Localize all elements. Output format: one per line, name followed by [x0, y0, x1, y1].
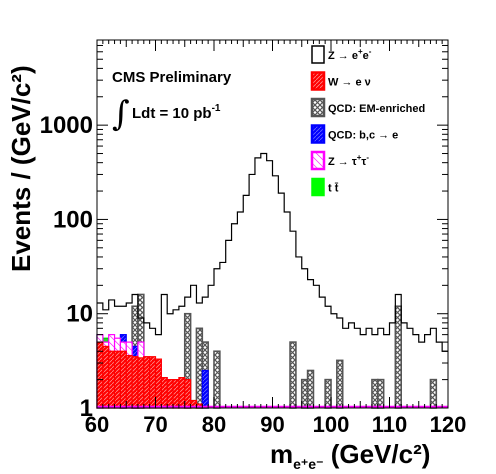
- legend-label: t t̄: [328, 183, 339, 195]
- bar-w-e-2: [108, 350, 116, 409]
- legend-swatch: [310, 124, 326, 144]
- y-tick-label: 100: [53, 206, 93, 233]
- x-tick-label: 60: [85, 412, 109, 437]
- x-axis-label: me⁺e⁻ (GeV/c²): [270, 439, 430, 472]
- legend-item: W → e ν: [310, 71, 371, 91]
- bar-w-e-3: [113, 350, 122, 409]
- bar-qcd-b-c-e-18: [201, 369, 209, 409]
- bar-w-e-13: [172, 379, 180, 409]
- bar-w-e-4: [119, 350, 127, 409]
- x-tick-label: 90: [260, 412, 284, 437]
- integral-sign: ∫: [112, 94, 130, 134]
- bar-qcd-em-enriched-51: [394, 305, 403, 409]
- bar-w-e-11: [160, 377, 168, 409]
- annotation-cms: CMS Preliminary: [112, 69, 232, 86]
- y-tick-label: 1000: [40, 112, 93, 139]
- bar-w-e-1: [102, 345, 110, 409]
- x-tick-label: 120: [430, 412, 467, 437]
- legend-label: QCD: b,c → e: [328, 130, 398, 142]
- legend-label: Z → τ+τ-: [328, 153, 369, 168]
- bar-w-e-7: [137, 357, 145, 409]
- bar-qcd-em-enriched-17: [195, 327, 204, 409]
- legend-swatch: [311, 45, 325, 64]
- bar-qcd-em-enriched-33: [289, 341, 297, 409]
- bar-w-e-6: [131, 356, 139, 409]
- bar-w-e-0: [96, 341, 104, 409]
- y-tick-label: 10: [66, 301, 93, 328]
- legend-item: QCD: EM-enriched: [310, 97, 425, 118]
- bar-w-e-14: [178, 377, 186, 409]
- bar-w-e-15: [184, 379, 192, 409]
- x-tick-label: 100: [313, 412, 350, 437]
- bar-qcd-em-enriched-47: [371, 378, 379, 409]
- legend-item: Z → τ+τ-: [310, 150, 369, 171]
- bar-qcd-em-enriched-48: [376, 378, 385, 409]
- legend-swatch: [310, 97, 326, 118]
- bar-qcd-em-enriched-41: [336, 359, 344, 409]
- legend-item: t t̄: [311, 177, 339, 197]
- x-tick-label: 80: [202, 412, 226, 437]
- y-axis-label: Events / (GeV/c²): [6, 65, 36, 272]
- bar-qcd-em-enriched-35: [300, 378, 309, 409]
- legend: Z → e+e- W → e ν QCD: EM-enriched QCD: b,c …: [310, 45, 425, 197]
- bar-qcd-em-enriched-57: [429, 378, 438, 409]
- bar-w-e-5: [125, 354, 133, 409]
- legend-label: W → e ν: [328, 77, 371, 89]
- annotation-lumi: Ldt = 10 pb-1: [132, 103, 221, 122]
- legend-swatch: [310, 71, 326, 91]
- bar-w-e-10: [154, 358, 162, 409]
- x-tick-label: 110: [372, 412, 408, 437]
- legend-swatch: [311, 177, 325, 197]
- bar-w-e-8: [143, 356, 151, 409]
- legend-swatch: [310, 150, 326, 171]
- legend-item: QCD: b,c → e: [310, 124, 398, 144]
- bar-qcd-em-enriched-20: [213, 350, 221, 409]
- legend-label: Z → e+e-: [328, 47, 372, 62]
- y-tick-label: 1: [80, 395, 93, 422]
- bar-w-e-9: [149, 356, 157, 409]
- bar-qcd-em-enriched-36: [306, 369, 315, 409]
- series-z-ee-line: [97, 152, 448, 352]
- x-tick-label: 70: [143, 412, 167, 437]
- plot-area: [96, 152, 448, 409]
- bar-qcd-em-enriched-39: [324, 378, 332, 409]
- legend-item: Z → e+e-: [311, 45, 372, 64]
- legend-label: QCD: EM-enriched: [328, 103, 425, 115]
- bar-w-e-12: [166, 379, 174, 409]
